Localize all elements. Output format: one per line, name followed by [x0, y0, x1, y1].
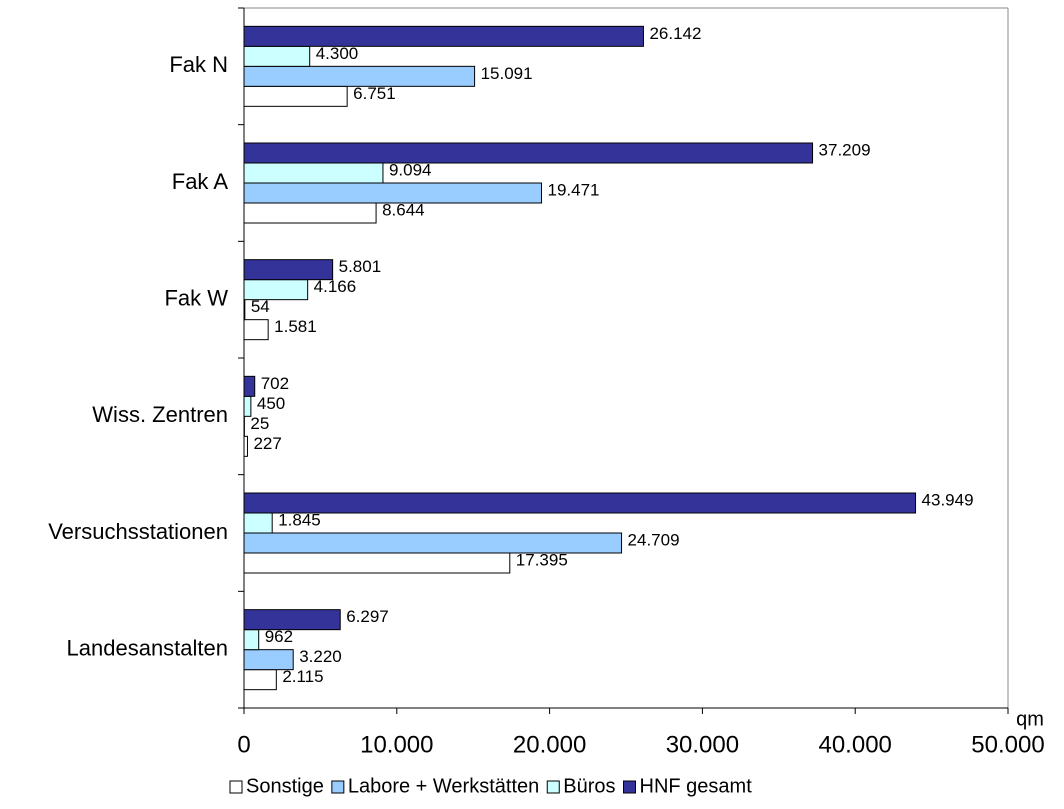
bar	[243, 395, 252, 417]
bar	[243, 609, 341, 631]
bar	[243, 512, 273, 534]
legend-swatch	[331, 780, 345, 794]
legend-swatch	[229, 780, 243, 794]
data-label: 8.644	[382, 200, 425, 219]
bar	[243, 629, 260, 651]
bar	[243, 85, 348, 107]
bar	[243, 532, 623, 554]
bar	[243, 299, 246, 321]
legend-swatch	[546, 780, 560, 794]
data-label: 6.297	[346, 607, 389, 626]
data-label: 9.094	[389, 160, 432, 179]
bar	[243, 182, 543, 204]
bar	[243, 435, 248, 457]
bar	[243, 669, 277, 691]
bar	[243, 649, 294, 671]
x-axis-label: qm	[1016, 708, 1044, 730]
data-label: 24.709	[628, 530, 680, 549]
legend-label: Sonstige	[246, 775, 324, 797]
bar	[243, 375, 256, 397]
data-label: 2.115	[282, 667, 323, 686]
data-label: 54	[251, 297, 270, 316]
data-label: 4.300	[316, 44, 359, 63]
legend-label: HNF gesamt	[640, 775, 753, 797]
y-tick-label: Landesanstalten	[67, 635, 228, 660]
data-label: 17.395	[516, 550, 568, 569]
legend-label: Büros	[563, 775, 615, 797]
y-tick-label: Versuchsstationen	[48, 519, 228, 544]
bar	[243, 142, 814, 164]
data-label: 3.220	[299, 647, 342, 666]
x-tick-label: 10.000	[360, 731, 433, 758]
data-label: 26.142	[649, 24, 701, 43]
y-tick-label: Wiss. Zentren	[92, 402, 228, 427]
data-label: 19.471	[548, 180, 600, 199]
y-tick-label: Fak W	[164, 285, 228, 310]
bar	[243, 202, 377, 224]
bar	[243, 65, 476, 87]
data-label: 4.166	[314, 277, 357, 296]
bar	[243, 25, 644, 47]
data-label: 1.845	[278, 510, 321, 529]
bar	[243, 492, 917, 514]
data-label: 227	[253, 434, 281, 453]
data-label: 43.949	[922, 490, 974, 509]
x-tick-label: 30.000	[666, 731, 739, 758]
y-tick-label: Fak N	[169, 52, 228, 77]
data-label: 450	[257, 394, 285, 413]
bar	[243, 45, 311, 67]
data-label: 37.209	[819, 140, 871, 159]
x-tick-label: 20.000	[513, 731, 586, 758]
bar	[243, 552, 511, 574]
bar	[243, 162, 384, 184]
data-label: 702	[261, 374, 289, 393]
legend-swatch	[623, 780, 636, 794]
bar	[243, 319, 269, 341]
legend-label: Labore + Werkstätten	[348, 775, 539, 797]
x-tick-label: 50.000	[971, 731, 1044, 758]
data-label: 15.091	[481, 64, 533, 83]
data-label: 25	[250, 414, 269, 433]
bar	[243, 279, 309, 301]
x-tick-label: 0	[237, 731, 250, 758]
bar	[243, 259, 334, 281]
data-label: 1.581	[274, 317, 317, 336]
data-label: 5.801	[339, 257, 382, 276]
y-tick-label: Fak A	[172, 169, 229, 194]
x-tick-label: 40.000	[818, 731, 891, 758]
data-label: 962	[265, 627, 293, 646]
data-label: 6.751	[353, 84, 396, 103]
